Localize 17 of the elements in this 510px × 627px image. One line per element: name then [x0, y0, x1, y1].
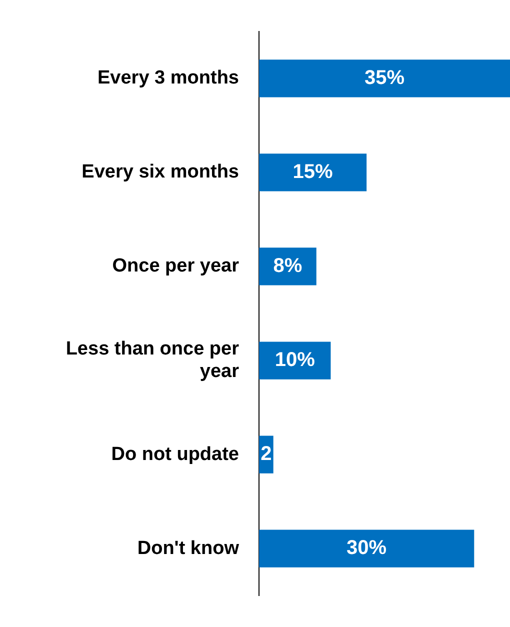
data-label: 35% — [364, 66, 405, 89]
bar — [259, 154, 367, 192]
bar — [259, 248, 316, 286]
y-tick-label: Every 3 months — [98, 68, 239, 89]
y-tick-label: Do not update — [111, 444, 239, 465]
y-tick-label: Don't know — [137, 538, 240, 559]
bar — [259, 530, 474, 568]
data-label: 8% — [273, 255, 302, 277]
bar — [259, 60, 510, 98]
y-tick-label: Once per year — [112, 256, 240, 277]
y-tick-label: Less than once per year — [66, 338, 240, 382]
bar — [259, 342, 331, 380]
data-label: 15% — [292, 160, 334, 183]
data-label: 10% — [274, 349, 316, 372]
data-label: 2 — [260, 443, 272, 466]
data-label: 30% — [346, 537, 387, 560]
y-tick-label: Every six months — [82, 162, 239, 183]
